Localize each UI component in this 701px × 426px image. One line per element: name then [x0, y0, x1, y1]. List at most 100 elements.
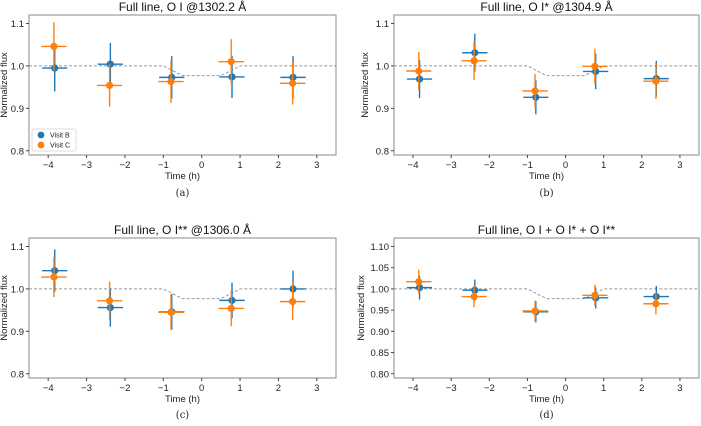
- x-axis-label: Time (h): [165, 171, 200, 182]
- data-point: [167, 78, 175, 86]
- data-point: [228, 296, 236, 304]
- data-point: [51, 64, 59, 72]
- x-axis-label: Time (h): [165, 394, 200, 405]
- y-tick-label: 0.8: [11, 146, 24, 157]
- subplot-title: Full line, O I + O I* + O I**: [478, 223, 616, 237]
- plot-frame: [393, 237, 700, 379]
- data-point: [167, 308, 175, 316]
- x-tick-label: 1: [601, 383, 606, 394]
- y-tick-label: 0.90: [371, 327, 390, 338]
- data-point: [531, 87, 539, 95]
- series-visit-b: [406, 33, 669, 115]
- x-tick-label: −4: [408, 160, 419, 171]
- data-point: [470, 57, 478, 65]
- data-point: [652, 300, 660, 308]
- subplot-caption: (a): [176, 188, 190, 199]
- data-point: [470, 292, 478, 301]
- x-tick-label: −3: [446, 160, 457, 171]
- model-line: [394, 65, 699, 77]
- data-point: [51, 267, 59, 275]
- x-tick-label: 0: [563, 160, 568, 171]
- x-tick-label: −1: [158, 383, 169, 394]
- x-tick-label: 3: [314, 160, 319, 171]
- data-point: [591, 62, 599, 70]
- subplot-d: Full line, O I + O I* + O I** −4 −3 −2 −1 0 1 2…: [356, 223, 700, 421]
- series-visit-c: [406, 41, 669, 108]
- x-tick-label: −2: [484, 383, 495, 394]
- data-point: [289, 79, 297, 87]
- x-tick-label: −1: [158, 160, 169, 171]
- model-line: [29, 288, 336, 300]
- y-tick-label: 0.85: [371, 348, 390, 359]
- x-axis-label: Time (h): [529, 394, 564, 405]
- data-point: [471, 49, 479, 57]
- y-axis-label: Normalized flux: [356, 275, 367, 341]
- data-point: [106, 303, 114, 312]
- series-visit-c: [41, 257, 306, 331]
- x-tick-label: 0: [199, 383, 204, 394]
- subplot-c: Full line, O I** @1306.0 Å −4 −3 −2 −1 0 1 2 3 0.…: [0, 222, 337, 421]
- y-tick-label: 1.05: [371, 263, 390, 274]
- subplot-title: Full line, O I** @1306.0 Å: [114, 222, 251, 237]
- y-tick-label: 1.00: [371, 284, 390, 295]
- subplot-caption: (c): [176, 410, 190, 421]
- x-tick-label: 1: [237, 383, 242, 394]
- data-point: [50, 42, 58, 50]
- x-tick-label: −4: [408, 383, 419, 394]
- subplot-a: Full line, O I @1302.2 Å −4 −3 −2 −1 0 1 2 3 0.8 0…: [0, 0, 337, 199]
- x-tick-label: 0: [563, 383, 568, 394]
- model-line: [394, 288, 699, 300]
- legend-marker: [37, 131, 45, 139]
- x-tick-label: 0: [199, 160, 204, 171]
- data-point: [105, 297, 114, 305]
- x-tick-label: 3: [677, 383, 682, 394]
- data-point: [228, 73, 236, 81]
- x-tick-label: −1: [522, 383, 533, 394]
- data-point: [415, 75, 424, 83]
- y-tick-label: 0.80: [371, 369, 390, 380]
- x-tick-label: −3: [446, 383, 457, 394]
- subplot-caption: (b): [539, 188, 553, 199]
- series-visit-c: [41, 22, 306, 107]
- legend-marker: [37, 141, 45, 149]
- data-point: [227, 304, 235, 313]
- series-visit-c: [406, 269, 669, 322]
- data-point: [471, 286, 479, 294]
- subplot-caption: (d): [539, 410, 553, 421]
- subplot-title: Full line, O I @1302.2 Å: [119, 0, 247, 14]
- x-tick-label: −1: [522, 160, 533, 171]
- series-visit-b: [42, 43, 306, 99]
- y-tick-label: 1.0: [376, 61, 389, 72]
- y-axis-label: Normalized flux: [0, 52, 10, 118]
- x-tick-label: −4: [43, 160, 54, 171]
- model-line: [29, 65, 336, 77]
- x-tick-label: −2: [120, 160, 131, 171]
- data-point: [227, 58, 235, 66]
- y-tick-label: 0.95: [371, 306, 390, 317]
- x-tick-label: −4: [43, 383, 54, 394]
- y-axis-label: Normalized flux: [360, 52, 371, 118]
- x-tick-label: 3: [677, 160, 682, 171]
- y-tick-label: 1.1: [376, 19, 389, 30]
- data-point: [415, 284, 424, 292]
- data-point: [415, 67, 423, 75]
- data-point: [106, 60, 114, 68]
- y-tick-label: 0.9: [376, 104, 389, 115]
- x-tick-label: 2: [276, 383, 281, 394]
- x-tick-label: −3: [81, 160, 92, 171]
- x-tick-label: 2: [639, 160, 644, 171]
- y-axis-label: Normalized flux: [0, 275, 10, 341]
- x-tick-label: 2: [639, 383, 644, 394]
- x-tick-label: −2: [120, 383, 131, 394]
- y-tick-label: 1.0: [11, 61, 24, 72]
- y-tick-label: 1.10: [371, 242, 390, 253]
- plot-frame: [28, 237, 337, 379]
- series-visit-b: [406, 275, 669, 323]
- plot-frame: [393, 14, 700, 156]
- data-point: [531, 307, 539, 315]
- y-tick-label: 1.0: [11, 284, 24, 295]
- data-point: [105, 81, 114, 90]
- data-point: [50, 273, 58, 281]
- plot-frame: [28, 14, 337, 156]
